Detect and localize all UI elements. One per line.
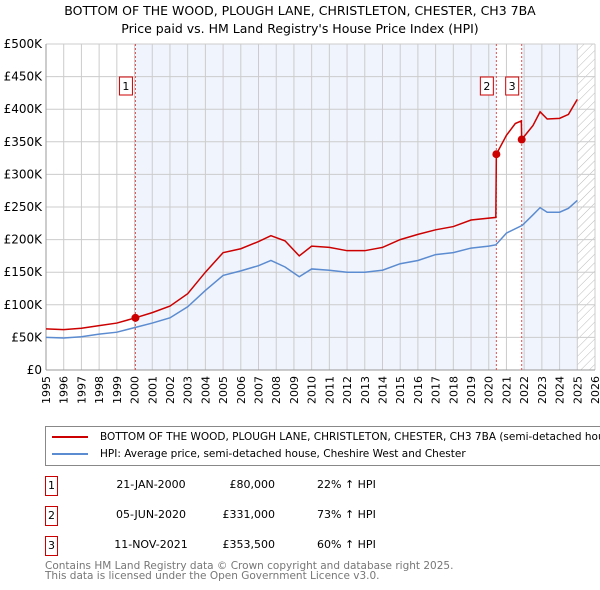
- x-tick-label: 2020: [483, 376, 496, 404]
- x-tick-label: 2025: [571, 376, 584, 404]
- legend-label-property: BOTTOM OF THE WOOD, PLOUGH LANE, CHRISTL…: [100, 431, 600, 443]
- x-tick-label: 2003: [182, 376, 195, 404]
- x-tick-label: 2001: [146, 376, 159, 404]
- y-tick-label: £350K: [4, 135, 44, 149]
- legend-swatch-hpi: [52, 453, 88, 455]
- y-tick-label: £0: [27, 363, 42, 377]
- x-tick-label: 2018: [447, 376, 460, 404]
- legend: BOTTOM OF THE WOOD, PLOUGH LANE, CHRISTL…: [45, 426, 600, 466]
- x-tick-label: 1999: [111, 376, 124, 404]
- x-tick-label: 2004: [199, 376, 212, 404]
- x-tick-label: 2024: [554, 376, 567, 404]
- sale-marker-label: 1: [122, 80, 129, 93]
- y-tick-label: £150K: [4, 265, 44, 279]
- sale-hpi: 73% ↑ HPI: [317, 508, 376, 521]
- x-tick-label: 2010: [306, 376, 319, 404]
- sale-marker-box: [118, 76, 133, 96]
- y-tick-label: £300K: [4, 167, 44, 181]
- x-tick-label: 2019: [465, 376, 478, 404]
- y-tick-label: £500K: [4, 37, 44, 51]
- sale-marker: 1: [45, 476, 58, 496]
- sale-date: 05-JUN-2020: [115, 508, 187, 521]
- price-chart: 1995 1996 1997 1998 1999 2000 2001 2002 2003 2004…: [4, 37, 600, 404]
- sale-marker: 3: [45, 536, 58, 556]
- sale-marker-label: 3: [509, 80, 516, 93]
- x-tick-label: 2021: [500, 376, 513, 404]
- sale-marker: 2: [45, 506, 58, 526]
- footer: Contains HM Land Registry data © Crown c…: [45, 560, 454, 582]
- sale-point: [131, 313, 140, 322]
- x-tick-label: 2012: [341, 376, 354, 404]
- x-tick-label: 2005: [217, 376, 230, 404]
- x-tick-label: 2014: [376, 376, 389, 404]
- y-tick-label: £250K: [4, 200, 44, 214]
- y-tick-label: £100K: [4, 298, 44, 312]
- x-tick-label: 2002: [164, 376, 177, 404]
- x-tick-label: 2013: [359, 376, 372, 404]
- x-tick-label: 2011: [323, 376, 336, 404]
- sale-marker-label: 2: [483, 80, 490, 93]
- sale-point: [492, 150, 501, 159]
- chart-title: BOTTOM OF THE WOOD, PLOUGH LANE, CHRISTL…: [64, 3, 536, 18]
- x-tick-label: 2017: [430, 376, 443, 404]
- sale-date: 11-NOV-2021: [114, 538, 188, 551]
- sale-marker-box: [479, 76, 494, 96]
- x-tick-label: 2022: [518, 376, 531, 404]
- footer-copyright: Contains HM Land Registry data © Crown c…: [45, 560, 454, 572]
- x-tick-label: 2009: [288, 376, 301, 404]
- x-tick-label: 1995: [40, 376, 53, 404]
- y-tick-label: £400K: [4, 102, 44, 116]
- sale-hpi: 22% ↑ HPI: [317, 478, 376, 491]
- x-tick-label: 2000: [129, 376, 142, 404]
- sale-price: £80,000: [229, 478, 276, 491]
- legend-label-hpi: HPI: Average price, semi-detached house,…: [100, 448, 466, 460]
- sale-marker-box: [505, 76, 520, 96]
- sale-date: 21-JAN-2000: [116, 478, 186, 491]
- sale-row: 3 11-NOV-2021 £353,500 60% ↑ HPI: [45, 536, 600, 556]
- hpi-line: [45, 199, 578, 339]
- x-tick-label: 2006: [235, 376, 248, 404]
- x-tick-label: 1998: [93, 376, 106, 404]
- sale-row: 2 05-JUN-2020 £331,000 73% ↑ HPI: [45, 506, 600, 526]
- y-tick-label: £50K: [11, 330, 43, 344]
- x-tick-label: 2023: [536, 376, 549, 404]
- y-tick-label: £450K: [4, 70, 44, 84]
- chart-subtitle: Price paid vs. HM Land Registry's House …: [121, 21, 479, 36]
- x-tick-label: 2026: [589, 376, 600, 404]
- sale-price: £331,000: [222, 508, 276, 521]
- x-tick-label: 1996: [58, 376, 71, 404]
- footer-licence: This data is licensed under the Open Gov…: [45, 570, 380, 582]
- sale-price: £353,500: [222, 538, 276, 551]
- x-tick-label: 2015: [394, 376, 407, 404]
- sale-row: 1 21-JAN-2000 £80,000 22% ↑ HPI: [45, 476, 600, 496]
- x-tick-label: 2007: [253, 376, 266, 404]
- legend-swatch-property: [52, 436, 88, 438]
- x-tick-label: 2016: [412, 376, 425, 404]
- sale-hpi: 60% ↑ HPI: [317, 538, 376, 551]
- x-tick-label: 2008: [270, 376, 283, 404]
- sale-point: [517, 135, 526, 144]
- y-tick-label: £200K: [4, 233, 44, 247]
- x-tick-label: 1997: [75, 376, 88, 404]
